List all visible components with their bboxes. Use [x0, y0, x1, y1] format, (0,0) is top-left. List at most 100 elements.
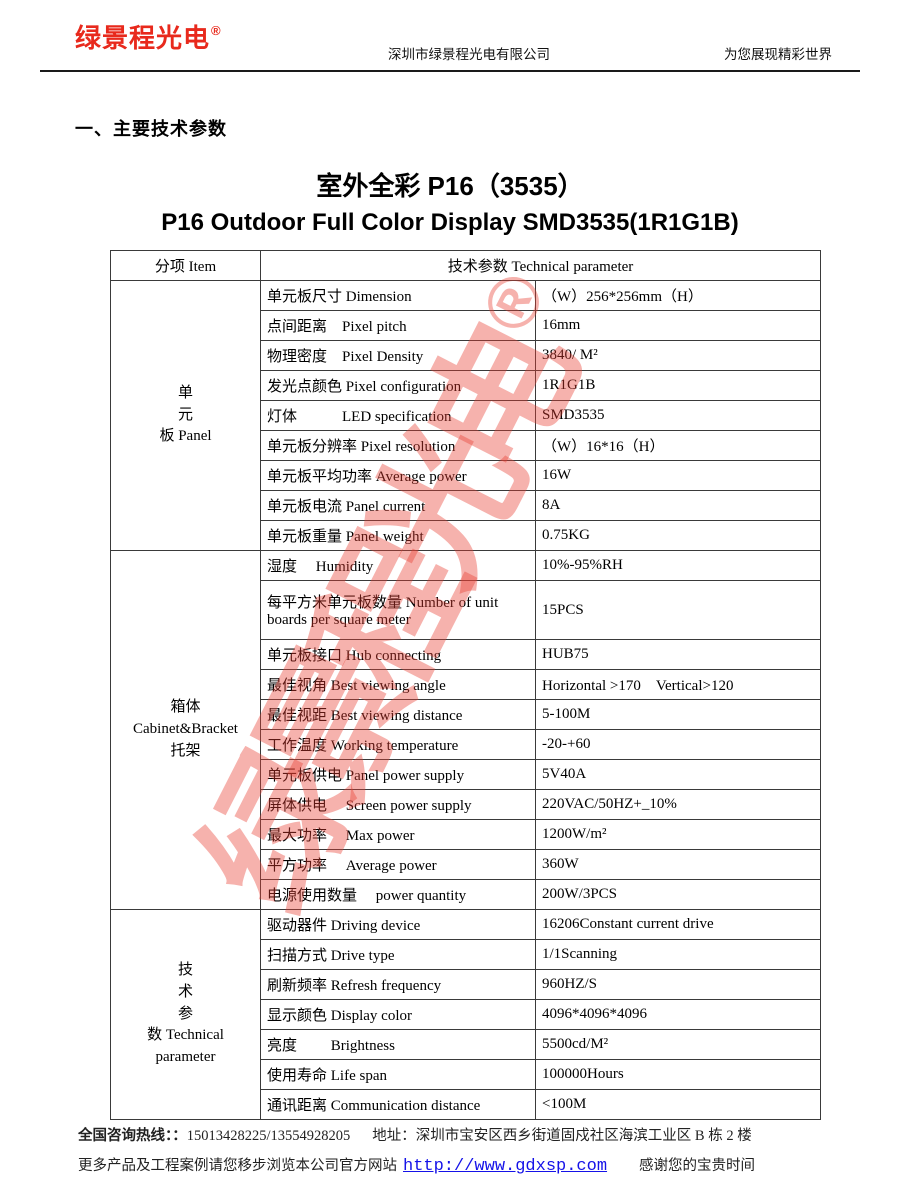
header-divider: [40, 70, 860, 72]
param-label: 物理密度 Pixel Density: [260, 340, 536, 371]
param-label: 单元板电流 Panel current: [260, 490, 536, 521]
group-label: 技术参数 Technical parameter: [110, 909, 261, 1120]
table-row: 刷新频率 Refresh frequency 960HZ/S: [111, 969, 822, 1000]
table-row: 屏体供电 Screen power supply 220VAC/50HZ+_10%: [111, 789, 822, 820]
table-row: 单元板平均功率 Average power 16W: [111, 460, 822, 491]
param-label: 灯体 LED specification: [260, 400, 536, 431]
table-row: 单元板接口 Hub connecting HUB75: [111, 639, 822, 670]
table-row: 使用寿命 Life span 100000Hours: [111, 1059, 822, 1090]
param-label: 电源使用数量 power quantity: [260, 879, 536, 910]
table-row: 单元板 Panel 单元板尺寸 Dimension （W）256*256mm（H）: [110, 280, 822, 551]
group-label: 单元板 Panel: [110, 280, 261, 551]
param-value: 220VAC/50HZ+_10%: [534, 789, 822, 820]
table-row: 单元板供电 Panel power supply 5V40A: [111, 759, 822, 790]
param-value: （W）16*16（H）: [534, 430, 822, 461]
website-note: 更多产品及工程案例请您移步浏览本公司官方网站: [78, 1158, 397, 1174]
table-row: 电源使用数量 power quantity 200W/3PCS: [111, 879, 822, 910]
hotline-numbers: 15013428225/13554928205: [186, 1128, 351, 1144]
param-value: -20-+60: [534, 729, 822, 760]
table-row: 箱体 Cabinet&Bracket 托架 湿度 Humidity 10%-95%RH: [110, 550, 822, 910]
param-value: 960HZ/S: [534, 969, 822, 1000]
company-name: 深圳市绿景程光电有限公司: [388, 47, 550, 62]
table-row: 每平方米单元板数量 Number of unit boards per squa…: [111, 580, 822, 640]
param-value: 10%-95%RH: [534, 550, 822, 581]
param-label: 屏体供电 Screen power supply: [260, 789, 536, 820]
param-value: 5500cd/M²: [534, 1029, 822, 1060]
column-header-parameter: 技术参数 Technical parameter: [259, 250, 822, 281]
table-row: 单元板分辨率 Pixel resolution （W）16*16（H）: [111, 430, 822, 461]
param-label: 单元板重量 Panel weight: [260, 520, 536, 551]
table-row: 物理密度 Pixel Density 3840/ M²: [111, 340, 822, 371]
param-label: 单元板分辨率 Pixel resolution: [260, 430, 536, 461]
param-label: 最佳视角 Best viewing angle: [260, 669, 536, 700]
param-label: 显示颜色 Display color: [260, 999, 536, 1030]
address-text: 深圳市宝安区西乡街道固戍社区海滨工业区 B 栋 2 楼: [415, 1128, 752, 1144]
table-row: 最佳视距 Best viewing distance 5-100M: [111, 699, 822, 730]
param-label: 单元板接口 Hub connecting: [260, 639, 536, 670]
product-title-en: P16 Outdoor Full Color Display SMD3535(1…: [161, 209, 739, 236]
registered-trademark-icon: ®: [211, 23, 222, 38]
table-row: 技术参数 Technical parameter 驱动器件 Driving devi…: [110, 909, 822, 1120]
logo-text: 绿景程光电: [75, 23, 211, 53]
param-value: 5V40A: [534, 759, 822, 790]
param-value: 1R1G1B: [534, 370, 822, 401]
param-label: 湿度 Humidity: [260, 550, 536, 581]
table-row: 显示颜色 Display color 4096*4096*4096: [111, 999, 822, 1030]
company-slogan: 为您展现精彩世界: [724, 47, 832, 62]
column-header-item: 分项 Item: [110, 250, 261, 281]
website-link[interactable]: http://www.gdxsp.com: [403, 1157, 608, 1176]
table-row: 通讯距离 Communication distance <100M: [111, 1089, 822, 1120]
param-value: 16206Constant current drive: [534, 909, 822, 940]
table-row: 发光点颜色 Pixel configuration 1R1G1B: [111, 370, 822, 401]
address-label: 地址：: [372, 1128, 416, 1144]
param-label: 每平方米单元板数量 Number of unit boards per squa…: [260, 580, 536, 640]
spec-table: 分项 Item 技术参数 Technical parameter 单元板 Pan…: [110, 250, 822, 1120]
param-label: 通讯距离 Communication distance: [260, 1089, 536, 1120]
table-row: 点间距离 Pixel pitch 16mm: [111, 310, 822, 341]
param-label: 最大功率 Max power: [260, 819, 536, 850]
param-label: 工作温度 Working temperature: [260, 729, 536, 760]
param-value: （W）256*256mm（H）: [534, 280, 822, 311]
footer-website-line: 更多产品及工程案例请您移步浏览本公司官方网站 http://www.gdxsp.c…: [78, 1154, 868, 1176]
param-value: Horizontal >170 Vertical>120: [534, 669, 822, 700]
table-row: 灯体 LED specification SMD3535: [111, 400, 822, 431]
param-label: 亮度 Brightness: [260, 1029, 536, 1060]
param-label: 平方功率 Average power: [260, 849, 536, 880]
param-value: 1200W/m²: [534, 819, 822, 850]
table-row: 平方功率 Average power 360W: [111, 849, 822, 880]
spec-table-body: 单元板 Panel 单元板尺寸 Dimension （W）256*256mm（H）点…: [110, 280, 822, 1120]
company-logo: 绿景程光电®: [75, 18, 221, 55]
param-label: 点间距离 Pixel pitch: [260, 310, 536, 341]
table-row: 亮度 Brightness 5500cd/M²: [111, 1029, 822, 1060]
section-title: 一、主要技术参数: [75, 119, 227, 139]
param-label: 单元板平均功率 Average power: [260, 460, 536, 491]
param-value: 3840/ M²: [534, 340, 822, 371]
param-label: 驱动器件 Driving device: [260, 909, 536, 940]
table-row: 单元板电流 Panel current 8A: [111, 490, 822, 521]
param-value: 4096*4096*4096: [534, 999, 822, 1030]
table-row: 最大功率 Max power 1200W/m²: [111, 819, 822, 850]
param-value: 200W/3PCS: [534, 879, 822, 910]
group-label: 箱体 Cabinet&Bracket 托架: [110, 550, 261, 910]
param-value: 15PCS: [534, 580, 822, 640]
param-value: 360W: [534, 849, 822, 880]
param-value: 0.75KG: [534, 520, 822, 551]
param-label: 最佳视距 Best viewing distance: [260, 699, 536, 730]
footer-contact-line: 全国咨询热线：：15013428225/13554928205 地址：深圳市宝安区…: [78, 1124, 868, 1145]
param-value: 5-100M: [534, 699, 822, 730]
param-label: 发光点颜色 Pixel configuration: [260, 370, 536, 401]
product-title-zh: 室外全彩 P16（3535）: [316, 171, 584, 201]
table-row: 单元板重量 Panel weight 0.75KG: [111, 520, 822, 551]
param-value: <100M: [534, 1089, 822, 1120]
thanks-text: 感谢您的宝贵时间: [639, 1158, 756, 1174]
hotline-label: 全国咨询热线：：: [78, 1128, 187, 1144]
param-value: 8A: [534, 490, 822, 521]
param-value: HUB75: [534, 639, 822, 670]
param-value: SMD3535: [534, 400, 822, 431]
param-value: 16W: [534, 460, 822, 491]
param-value: 1/1Scanning: [534, 939, 822, 970]
table-header-row: 分项 Item 技术参数 Technical parameter: [110, 250, 822, 281]
param-value: 100000Hours: [534, 1059, 822, 1090]
param-label: 扫描方式 Drive type: [260, 939, 536, 970]
